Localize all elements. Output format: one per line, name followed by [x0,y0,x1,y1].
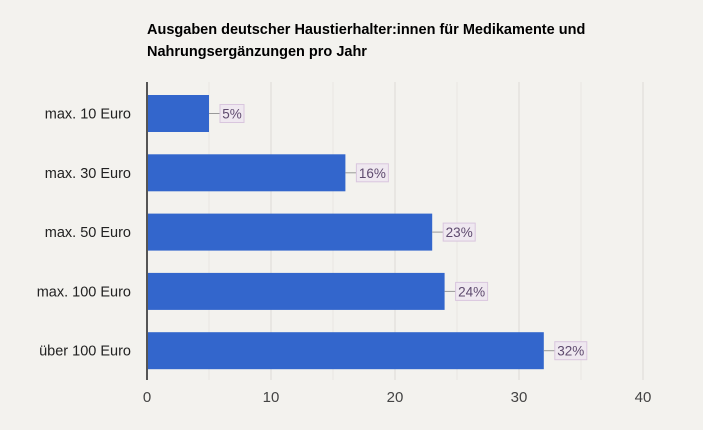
bar [147,332,544,370]
bar [147,154,346,192]
category-label: max. 50 Euro [45,225,131,241]
bar [147,272,445,310]
data-label: 5% [222,107,242,122]
data-label: 24% [458,284,485,299]
chart-title: Ausgaben deutscher Haustierhalter:innen … [147,22,586,60]
data-label-box [442,222,476,242]
category-label: über 100 Euro [39,344,131,360]
x-tick-label: 30 [511,389,528,406]
bar [147,95,209,132]
data-label-box [455,281,489,301]
data-label: 23% [446,225,473,240]
x-tick-label: 20 [387,389,404,406]
category-label: max. 10 Euro [45,107,131,123]
category-label: max. 30 Euro [45,166,131,182]
x-tick-label: 40 [635,389,652,406]
data-label-box [554,341,588,361]
x-tick-label: 0 [143,389,151,406]
x-tick-label: 10 [263,389,280,406]
data-label-box [219,104,245,123]
data-label-box [355,163,389,183]
bar [147,213,433,251]
category-label: max. 100 Euro [37,284,131,300]
data-label: 32% [557,344,584,359]
data-label: 16% [359,166,386,181]
